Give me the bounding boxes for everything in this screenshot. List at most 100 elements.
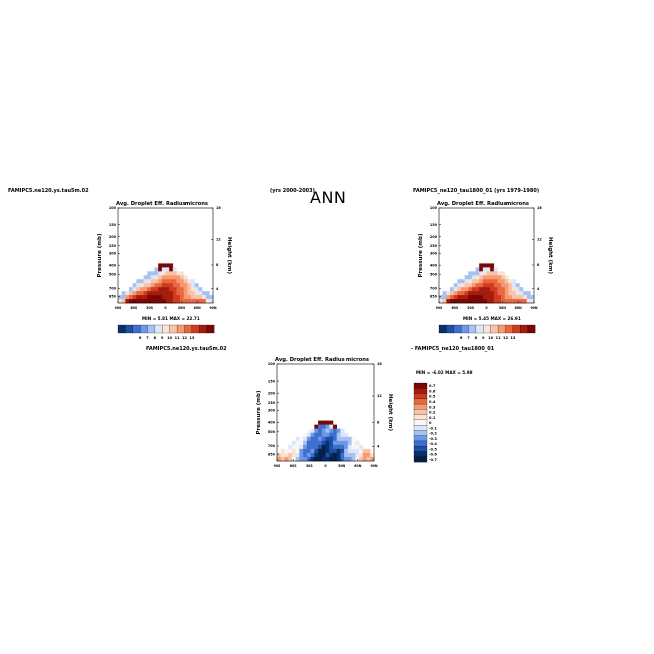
heatmap-cell bbox=[165, 283, 170, 288]
colorbar-label: 6 bbox=[460, 336, 463, 340]
heatmap-cell bbox=[288, 444, 293, 450]
heatmap-cell bbox=[471, 275, 476, 280]
heatmap-cell bbox=[446, 299, 451, 304]
y-tick-label: 700 bbox=[268, 444, 276, 448]
heatmap-cell bbox=[519, 299, 524, 304]
heatmap-cell bbox=[508, 299, 513, 304]
heatmap-cell bbox=[161, 287, 166, 292]
heatmap-cell bbox=[158, 267, 163, 272]
heatmap-cell bbox=[468, 271, 473, 276]
colorbar-swatch bbox=[413, 388, 428, 394]
heatmap-cell bbox=[471, 287, 476, 292]
heatmap-cell bbox=[169, 271, 174, 276]
heatmap-cell bbox=[519, 287, 524, 292]
colorbar-label: 0 bbox=[429, 421, 432, 425]
heatmap-cell bbox=[464, 299, 469, 304]
y-tick-label: 500 bbox=[430, 273, 438, 277]
heatmap-cell bbox=[464, 291, 469, 296]
heatmap-cell bbox=[508, 291, 513, 296]
heatmap-cell bbox=[121, 299, 126, 304]
heatmap-cell bbox=[310, 432, 315, 438]
page-title: ANN bbox=[310, 188, 347, 207]
heatmap-cell bbox=[183, 291, 188, 296]
colorbar-label: 7 bbox=[467, 336, 470, 340]
heatmap-cell bbox=[332, 444, 337, 450]
heatmap-cell bbox=[136, 283, 141, 288]
heatmap-cell bbox=[493, 287, 498, 292]
heatmap-cell bbox=[194, 283, 199, 288]
heatmap-cell bbox=[332, 440, 337, 446]
heatmap-cell bbox=[176, 283, 181, 288]
heatmap-cell bbox=[490, 263, 495, 268]
heatmap-cell bbox=[453, 299, 458, 304]
heatmap-cell bbox=[482, 295, 487, 300]
heatmap-cell bbox=[347, 436, 352, 442]
heatmap-cell bbox=[490, 287, 495, 292]
heatmap-cell bbox=[325, 456, 330, 462]
heatmap-cell bbox=[318, 424, 323, 429]
heatmap-cell bbox=[165, 275, 170, 280]
y2-tick-label: 8 bbox=[377, 420, 380, 424]
heatmap-cell bbox=[351, 436, 356, 442]
heatmap-cell bbox=[486, 299, 491, 304]
colorbar-label: 0.1 bbox=[429, 416, 436, 420]
heatmap-cell bbox=[158, 287, 163, 292]
y-tick-label: 250 bbox=[268, 401, 276, 405]
heatmap-cell bbox=[165, 267, 170, 272]
heatmap-cell bbox=[209, 299, 214, 304]
colorbar-label: 6 bbox=[139, 336, 142, 340]
heatmap-cell bbox=[321, 432, 326, 438]
heatmap-cell bbox=[336, 456, 341, 462]
heatmap-cell bbox=[479, 263, 484, 268]
heatmap-cell bbox=[504, 287, 509, 292]
heatmap-cell bbox=[194, 291, 199, 296]
heatmap-cell bbox=[344, 440, 349, 446]
heatmap-cell bbox=[176, 287, 181, 292]
colorbar-swatch bbox=[527, 324, 536, 334]
heatmap-cell bbox=[128, 291, 133, 296]
heatmap-cell bbox=[165, 271, 170, 276]
case2-label: FAMIPC5_ne120_tau1800_01 (yrs 1979-1980) bbox=[413, 188, 540, 194]
heatmap-cell bbox=[194, 287, 199, 292]
colorbar-label: 11 bbox=[175, 336, 181, 340]
heatmap-cell bbox=[351, 444, 356, 450]
heatmap-cell bbox=[479, 279, 484, 284]
heatmap-cell bbox=[314, 436, 319, 442]
heatmap-cell bbox=[336, 436, 341, 442]
heatmap-cell bbox=[161, 299, 166, 304]
heatmap-cell bbox=[143, 283, 148, 288]
heatmap-cell bbox=[362, 456, 367, 462]
heatmap-cell bbox=[482, 267, 487, 272]
min-max-stats: MIN = 5.45 MAX = 26.91 bbox=[463, 316, 521, 321]
heatmap-cell bbox=[180, 299, 185, 304]
x-tick-label: 0 bbox=[164, 306, 167, 310]
heatmap-cell bbox=[132, 291, 137, 296]
heatmap-cell bbox=[128, 299, 133, 304]
years-case1-label: (yrs 2000-2003) bbox=[270, 188, 315, 194]
x-tick-label: 60N bbox=[194, 306, 201, 310]
heatmap-cell bbox=[176, 275, 181, 280]
heatmap-cell bbox=[493, 299, 498, 304]
heatmap-cell bbox=[165, 263, 170, 268]
heatmap-cell bbox=[501, 275, 506, 280]
heatmap-cell bbox=[187, 283, 192, 288]
heatmap-cell bbox=[121, 295, 126, 300]
heatmap-cell bbox=[194, 295, 199, 300]
heatmap-cell bbox=[504, 291, 509, 296]
heatmap-cell bbox=[457, 279, 462, 284]
heatmap-cell bbox=[446, 295, 451, 300]
heatmap-cell bbox=[161, 291, 166, 296]
heatmap-cell bbox=[332, 428, 337, 434]
heatmap-cell bbox=[158, 295, 163, 300]
heatmap-cell bbox=[299, 448, 304, 454]
heatmap-cell bbox=[318, 420, 323, 425]
heatmap-cell bbox=[143, 279, 148, 284]
heatmap-cell bbox=[318, 428, 323, 434]
heatmap-cell bbox=[362, 452, 367, 458]
heatmap-cell bbox=[497, 295, 502, 300]
plot-units: microns bbox=[346, 357, 369, 363]
heatmap-cell bbox=[172, 287, 177, 292]
heatmap-cell bbox=[439, 295, 443, 300]
heatmap-cell bbox=[464, 279, 469, 284]
